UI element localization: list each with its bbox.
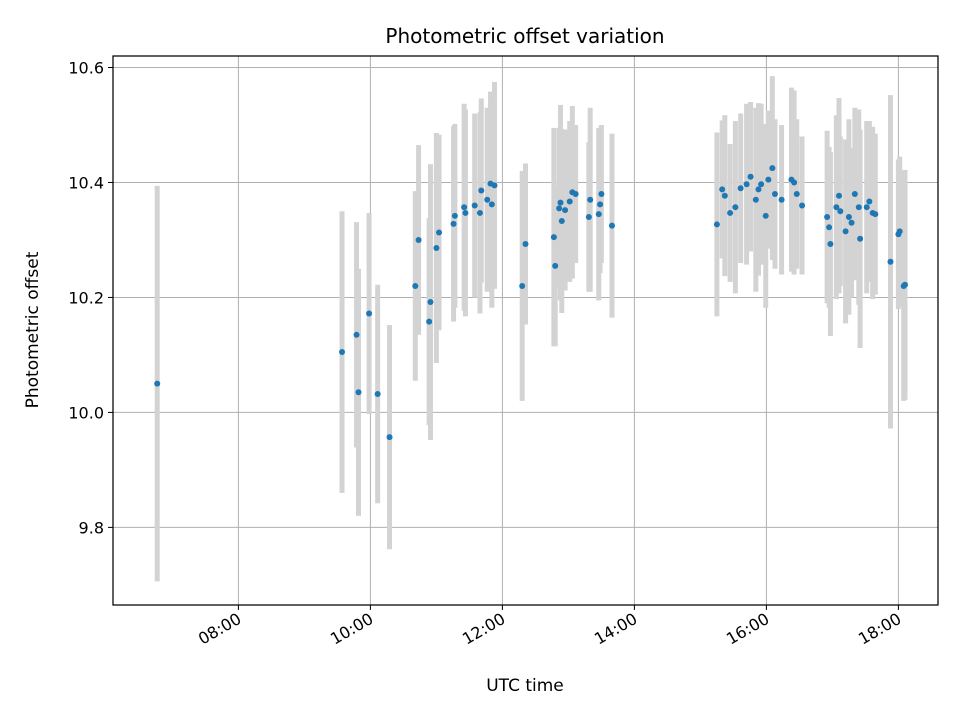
data-point (471, 202, 478, 209)
data-point (769, 165, 776, 172)
data-point (478, 187, 485, 194)
data-point (837, 208, 844, 215)
data-points (154, 165, 908, 441)
data-point (412, 282, 419, 289)
data-point (721, 192, 728, 199)
data-point (755, 186, 762, 193)
data-point (566, 198, 573, 205)
data-point (799, 202, 806, 209)
data-point (896, 228, 903, 235)
data-point (857, 235, 864, 242)
data-point (154, 380, 161, 387)
data-point (765, 176, 772, 183)
data-point (426, 318, 433, 325)
data-point (902, 281, 908, 288)
data-point (848, 219, 855, 226)
data-point (743, 181, 750, 188)
y-tick-label: 10.4 (68, 173, 104, 192)
data-point (608, 222, 615, 229)
data-point (824, 213, 831, 220)
data-point (374, 391, 381, 398)
data-point (827, 240, 834, 247)
data-point (552, 262, 559, 269)
data-point (450, 220, 457, 227)
data-point (339, 349, 346, 356)
data-point (791, 179, 798, 186)
y-tick-label: 9.8 (79, 518, 104, 537)
y-axis-ticks: 9.8 10.0 10.2 10.4 10.6 (68, 58, 113, 537)
data-point (855, 204, 862, 211)
data-point (522, 240, 529, 247)
data-point (587, 196, 594, 203)
data-point (793, 190, 800, 197)
data-point (366, 310, 373, 317)
y-tick-label: 10.6 (68, 58, 104, 77)
data-point (713, 221, 720, 228)
data-point (519, 282, 526, 289)
data-point (355, 389, 362, 396)
data-point (863, 204, 870, 211)
data-point (462, 209, 469, 216)
data-point (727, 209, 734, 216)
y-tick-label: 10.2 (68, 288, 104, 307)
data-point (872, 211, 879, 218)
data-point (778, 196, 785, 203)
data-point (491, 182, 498, 189)
data-point (597, 201, 604, 208)
data-point (762, 212, 769, 219)
data-point (427, 299, 434, 306)
data-point (436, 229, 443, 236)
data-point (461, 204, 468, 211)
data-point (557, 199, 564, 206)
data-point (595, 211, 602, 218)
data-point (550, 234, 557, 241)
data-point (826, 224, 833, 231)
data-point (451, 212, 458, 219)
data-point (415, 236, 422, 243)
data-point (353, 331, 360, 338)
data-point (488, 201, 495, 208)
data-point (747, 173, 754, 180)
data-point (887, 258, 894, 265)
data-point (842, 228, 849, 235)
data-point (732, 204, 739, 211)
data-point (484, 196, 491, 203)
data-point (851, 190, 858, 197)
data-point (476, 209, 483, 216)
plot-background (113, 56, 938, 605)
data-point (585, 213, 592, 220)
data-point (845, 213, 852, 220)
y-tick-label: 10.0 (68, 403, 104, 422)
data-point (562, 207, 569, 214)
chart-title: Photometric offset variation (385, 24, 664, 48)
data-point (758, 181, 765, 188)
data-point (572, 190, 579, 197)
data-point (598, 190, 605, 197)
data-point (558, 217, 565, 224)
data-point (433, 245, 440, 252)
data-point (771, 190, 778, 197)
data-point (752, 196, 759, 203)
data-point (556, 205, 563, 212)
data-point (833, 204, 840, 211)
y-axis-label: Photometric offset (23, 251, 43, 408)
x-axis-label: UTC time (486, 676, 564, 696)
data-point (737, 185, 744, 192)
data-point (836, 192, 842, 199)
data-point (386, 434, 393, 441)
data-point (719, 186, 726, 193)
data-point (866, 198, 873, 205)
plot-frame (112, 55, 939, 606)
